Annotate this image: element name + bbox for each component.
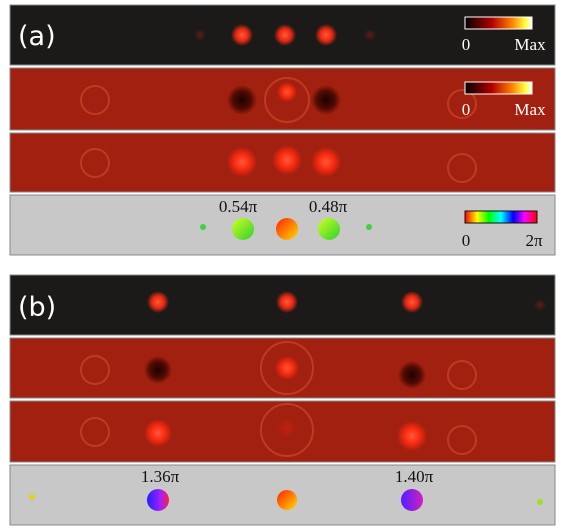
colorbar-label: Max [514,35,546,54]
phase-spot [232,218,254,240]
spot [227,85,257,115]
panel-label: (a) [18,21,56,52]
colorbar [465,17,532,29]
spot [275,356,299,380]
spot [401,291,423,313]
spot [272,145,302,175]
phase-spot [276,218,298,240]
phase-label: 1.36π [141,467,180,486]
colorbar-label: 0 [462,231,471,250]
panel-a: (a) 0 Max 0 Max 0.54π 0.48π 0 2π [10,5,555,255]
colorbar [465,211,537,223]
colorbar-label: Max [514,100,546,119]
phase-spot [537,499,543,505]
colorbar [465,82,532,94]
phase-label: 0.48π [309,197,348,216]
spot [144,419,172,447]
colorbar-label: 0 [462,35,471,54]
colorbar-label: 2π [525,231,543,250]
spot [144,356,172,384]
spot [194,29,206,41]
spot [311,147,341,177]
figure: (a) 0 Max 0 Max 0.54π 0.48π 0 2π [0,0,564,529]
spot [227,147,257,177]
phase-spot [200,224,206,230]
spot [315,24,337,46]
spot [274,24,296,46]
spot [311,85,341,115]
phase-spot [277,490,297,510]
phase-spot [318,218,340,240]
colorbar-label: 0 [462,100,471,119]
spot [147,291,169,313]
spot [364,29,376,41]
phase-label: 1.40π [395,467,434,486]
phase-spot [366,224,372,230]
spot [276,291,298,313]
spot [398,361,426,389]
spot [277,418,297,438]
panel-b: (b) 1.36π 1.40π [10,275,555,525]
phase-spot [147,489,169,511]
spot [534,299,546,311]
spot [277,82,297,102]
phase-spot [401,489,423,511]
spot [397,421,427,451]
phase-spot [29,494,35,500]
spot [231,24,253,46]
phase-label: 0.54π [219,197,258,216]
panel-label: (b) [18,292,56,323]
